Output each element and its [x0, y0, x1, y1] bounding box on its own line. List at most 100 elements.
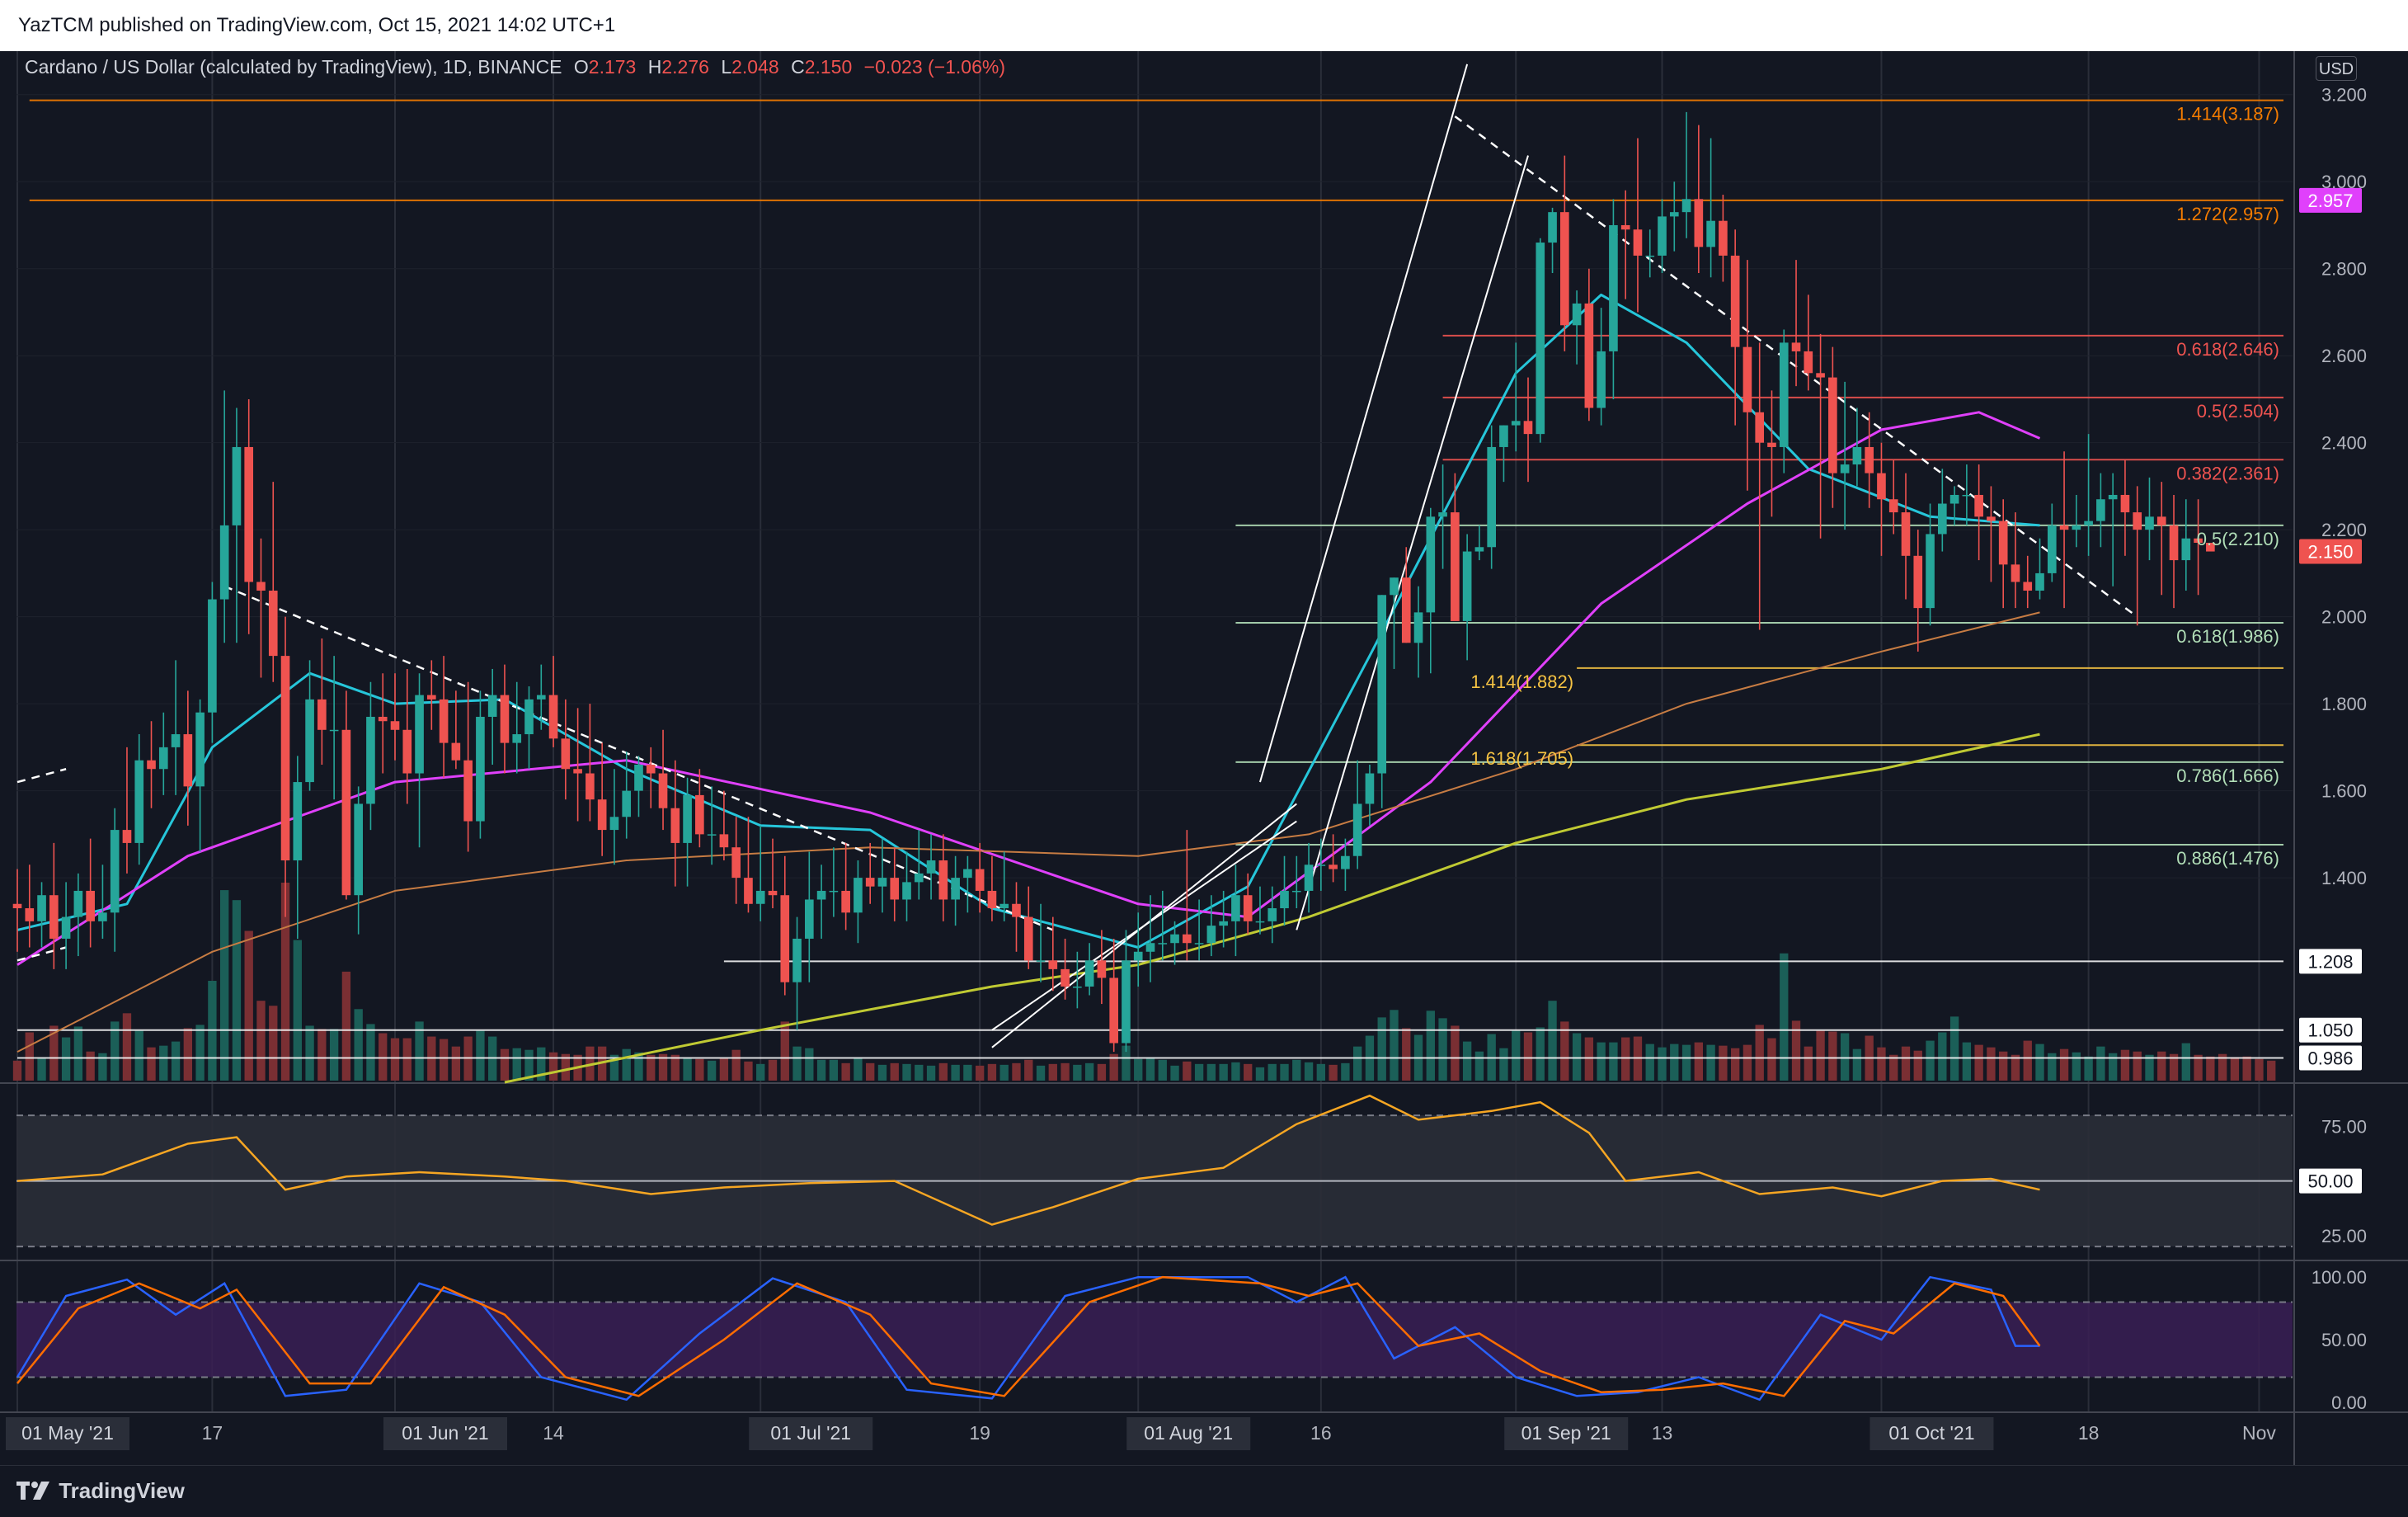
candle-body — [86, 890, 95, 921]
candle-body — [1365, 773, 1375, 804]
candle-body — [305, 699, 314, 783]
candle — [1267, 886, 1277, 944]
candle-body — [1499, 425, 1508, 447]
candle — [731, 817, 741, 904]
candle-body — [1560, 212, 1569, 326]
candle-body — [49, 895, 59, 939]
candle-body — [415, 695, 424, 774]
time-axis-label: 01 May '21 — [21, 1422, 114, 1444]
candle-body — [658, 773, 668, 808]
volume-bar — [1584, 1037, 1594, 1081]
candle — [2120, 459, 2130, 556]
volume-bar — [938, 1062, 948, 1081]
candle-body — [1122, 960, 1131, 1044]
low-value: 2.048 — [731, 56, 779, 78]
candle — [1719, 195, 1728, 282]
candle — [1206, 895, 1216, 957]
time-axis-label: 01 Aug '21 — [1144, 1422, 1233, 1444]
candle-body — [2108, 494, 2118, 500]
volume-bar — [1390, 1010, 1399, 1081]
time-axis-label: 01 Jun '21 — [402, 1422, 488, 1444]
chart-canvas[interactable]: 3.2003.0002.8002.6002.4002.2002.0001.800… — [0, 51, 2408, 1465]
candle-body — [329, 729, 339, 732]
fib-label: 0.786(1.666) — [2176, 766, 2279, 786]
volume-bar — [2120, 1049, 2130, 1081]
time-axis-label: 01 Sep '21 — [1521, 1422, 1611, 1444]
candle-body — [390, 721, 400, 730]
candle — [634, 756, 643, 817]
candle — [1352, 760, 1362, 869]
candle — [646, 747, 656, 808]
candle-body — [354, 803, 363, 896]
price-tag-label: 1.050 — [2307, 1020, 2353, 1041]
candle-body — [1109, 978, 1118, 1044]
candle-body — [1231, 895, 1240, 921]
volume-bar — [1170, 1065, 1179, 1081]
candle-body — [1998, 521, 2008, 565]
candle-body — [841, 890, 850, 913]
currency-button[interactable]: USD — [2316, 56, 2357, 81]
fib-label: 0.618(2.646) — [2176, 339, 2279, 360]
candle-body — [1511, 421, 1521, 426]
candle — [1767, 390, 1776, 517]
candle-body — [1183, 934, 1192, 944]
candle-body — [1669, 212, 1679, 217]
candle-body — [1962, 494, 1972, 497]
volume-bar — [402, 1038, 412, 1081]
volume-bar — [963, 1064, 972, 1081]
stoch-axis-label: 100.00 — [2312, 1267, 2367, 1288]
volume-bar — [1999, 1051, 2008, 1081]
volume-bar — [792, 1046, 802, 1081]
candle-body — [2206, 542, 2215, 552]
candle-body — [536, 695, 546, 700]
time-axis-box — [1504, 1417, 1629, 1450]
candle-body — [1280, 890, 1289, 909]
chart-background — [0, 51, 2408, 1465]
candle-body — [634, 764, 643, 791]
candle-body — [451, 742, 461, 761]
volume-bar — [1438, 1018, 1447, 1081]
candle — [1243, 873, 1253, 935]
candle-body — [963, 869, 972, 879]
candle — [500, 664, 510, 774]
candle — [415, 673, 424, 848]
volume-bar — [2218, 1053, 2227, 1081]
volume-bar — [2035, 1044, 2044, 1081]
volume-bar — [2108, 1053, 2118, 1081]
price-axis-label: 1.400 — [2321, 868, 2367, 888]
close-label: C — [791, 56, 805, 78]
candle-body — [1926, 534, 1935, 609]
volume-bar — [1681, 1044, 1691, 1081]
volume-bar — [695, 1058, 704, 1081]
candle — [2035, 538, 2044, 600]
candle — [792, 916, 802, 1030]
price-tag-label: 0.986 — [2307, 1048, 2353, 1068]
candle-body — [2035, 572, 2044, 591]
price-axis-label: 1.600 — [2321, 781, 2367, 802]
candle — [256, 538, 266, 678]
candle — [1755, 342, 1765, 630]
candle — [1122, 930, 1131, 1053]
candle — [1938, 469, 1947, 552]
volume-bar — [1061, 1062, 1070, 1081]
volume-bar — [524, 1049, 534, 1081]
volume-bar — [1183, 1061, 1192, 1081]
volume-bar — [1670, 1044, 1679, 1081]
volume-bar — [439, 1039, 449, 1081]
candle — [2096, 473, 2105, 548]
volume-bar — [49, 1025, 59, 1081]
candle-body — [1036, 960, 1046, 962]
candle-body — [2072, 525, 2081, 530]
volume-bar — [731, 1049, 741, 1081]
time-axis-box — [1126, 1417, 1251, 1450]
price-pane: 3.2003.0002.8002.6002.4002.2002.0001.800… — [12, 64, 2367, 1084]
publisher-line: YazTCM published on TradingView.com, Oct… — [18, 14, 616, 36]
volume-bar — [1767, 1038, 1776, 1081]
candle — [366, 681, 375, 831]
candle-body — [1255, 921, 1265, 923]
volume-bar — [1048, 1063, 1057, 1081]
candle — [1390, 577, 1399, 669]
candle — [1183, 830, 1192, 961]
volume-bar — [622, 1048, 631, 1081]
volume-bar — [1122, 1045, 1131, 1081]
